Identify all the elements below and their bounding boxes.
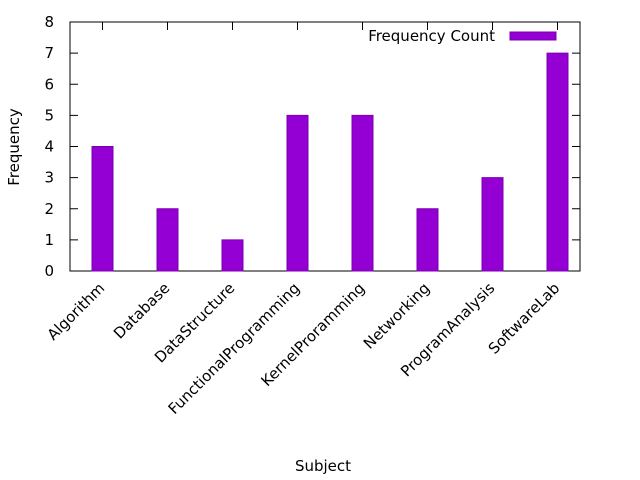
y-tick-label: 7 bbox=[44, 44, 54, 62]
y-tick-label: 5 bbox=[44, 106, 54, 124]
x-tick-label: Algorithm bbox=[44, 279, 109, 344]
x-tick-label: Database bbox=[110, 279, 173, 342]
bar-datastructure bbox=[221, 239, 244, 272]
x-axis-label: Subject bbox=[295, 457, 351, 475]
legend: Frequency Count bbox=[368, 27, 557, 45]
bar-kernelproramming bbox=[351, 114, 374, 272]
y-tick-label: 2 bbox=[44, 200, 54, 218]
y-tick-label: 3 bbox=[44, 169, 54, 187]
bar-algorithm bbox=[91, 146, 114, 272]
y-tick-label: 4 bbox=[44, 138, 54, 156]
y-tick-label: 0 bbox=[44, 262, 54, 280]
bar-softwarelab bbox=[546, 52, 569, 272]
bar-database bbox=[156, 208, 179, 272]
y-tick-label: 1 bbox=[44, 231, 54, 249]
legend-label: Frequency Count bbox=[368, 27, 495, 45]
x-tick-label: FunctionalProgramming bbox=[165, 279, 304, 418]
legend-swatch bbox=[509, 31, 557, 41]
y-tick-label: 8 bbox=[44, 13, 54, 31]
bar-networking bbox=[416, 208, 439, 272]
bar-programanalysis bbox=[481, 177, 504, 272]
y-axis: 0 1 2 3 4 5 6 7 8 bbox=[44, 13, 580, 280]
bar-functionalprogramming bbox=[286, 114, 309, 272]
y-axis-label: Frequency bbox=[5, 108, 23, 186]
y-tick-label: 6 bbox=[44, 75, 54, 93]
bars bbox=[91, 52, 569, 272]
